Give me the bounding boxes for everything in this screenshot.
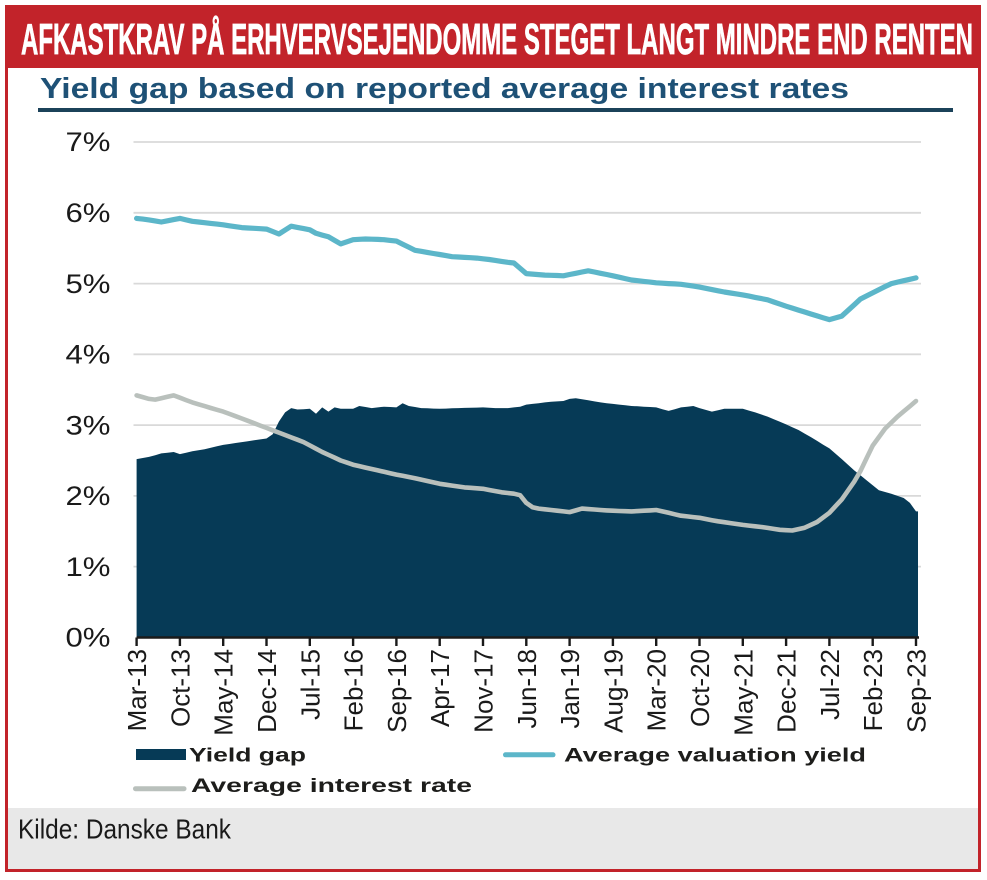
svg-text:Dec-21: Dec-21 bbox=[772, 649, 802, 733]
svg-text:Apr-17: Apr-17 bbox=[425, 649, 455, 727]
svg-text:Mar-20: Mar-20 bbox=[642, 649, 672, 731]
svg-text:7%: 7% bbox=[66, 127, 111, 157]
svg-text:Oct-20: Oct-20 bbox=[685, 649, 715, 727]
svg-text:4%: 4% bbox=[66, 340, 111, 370]
svg-text:May-14: May-14 bbox=[209, 649, 239, 736]
svg-text:Dec-14: Dec-14 bbox=[252, 649, 282, 733]
svg-text:Average valuation yield: Average valuation yield bbox=[564, 745, 866, 767]
svg-text:Feb-23: Feb-23 bbox=[858, 649, 888, 731]
svg-text:Sep-16: Sep-16 bbox=[382, 649, 412, 733]
svg-text:May-21: May-21 bbox=[728, 649, 758, 736]
svg-text:Jul-22: Jul-22 bbox=[815, 649, 845, 720]
svg-text:Aug-19: Aug-19 bbox=[598, 649, 628, 733]
svg-text:2%: 2% bbox=[66, 481, 111, 511]
svg-text:5%: 5% bbox=[66, 269, 111, 299]
svg-text:0%: 0% bbox=[66, 623, 111, 653]
svg-text:3%: 3% bbox=[66, 410, 111, 440]
svg-text:Jan-19: Jan-19 bbox=[555, 649, 585, 729]
svg-text:Jun-18: Jun-18 bbox=[512, 649, 542, 729]
svg-text:1%: 1% bbox=[66, 552, 111, 582]
svg-text:Jul-15: Jul-15 bbox=[295, 649, 325, 720]
svg-text:AFKASTKRAV PÅ ERHVERVSEJENDOMM: AFKASTKRAV PÅ ERHVERVSEJENDOMME STEGET L… bbox=[21, 15, 973, 64]
svg-text:Kilde: Danske Bank: Kilde: Danske Bank bbox=[18, 814, 232, 845]
svg-text:Yield gap based on reported av: Yield gap based on reported average inte… bbox=[40, 73, 849, 105]
svg-text:Oct-13: Oct-13 bbox=[165, 649, 195, 727]
svg-text:Feb-16: Feb-16 bbox=[339, 649, 369, 731]
svg-text:Sep-23: Sep-23 bbox=[902, 649, 932, 733]
svg-text:6%: 6% bbox=[66, 198, 111, 228]
svg-text:Yield gap: Yield gap bbox=[189, 745, 306, 767]
svg-text:Nov-17: Nov-17 bbox=[469, 649, 499, 733]
svg-text:Average interest rate: Average interest rate bbox=[191, 775, 472, 797]
svg-text:Mar-13: Mar-13 bbox=[122, 649, 152, 731]
